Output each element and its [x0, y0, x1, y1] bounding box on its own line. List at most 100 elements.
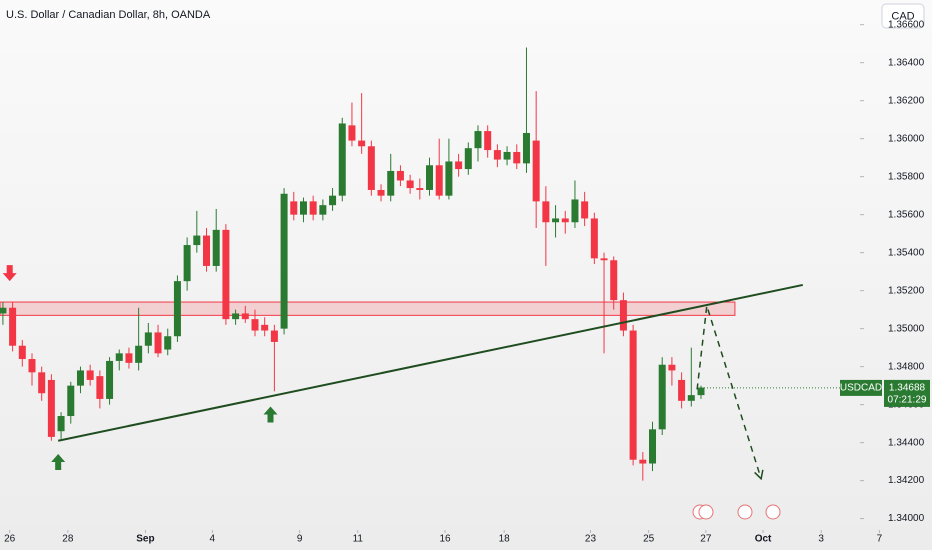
y-tick-label: 1.36600 — [888, 19, 925, 30]
candle-body — [338, 123, 346, 196]
candle-body — [600, 258, 608, 261]
candle-body — [329, 195, 337, 206]
candle-body — [687, 395, 695, 401]
candle-body — [0, 307, 7, 314]
signal-arrow — [51, 454, 66, 471]
resistance-zone — [0, 301, 736, 316]
candle-body — [532, 140, 540, 202]
forecast-arrowhead — [754, 469, 764, 481]
candle-body — [678, 379, 686, 401]
candle-body — [47, 379, 55, 437]
y-tick-label: 1.34400 — [888, 437, 925, 448]
candle-body — [639, 459, 647, 464]
candle-body — [455, 161, 463, 170]
candle-body — [561, 218, 569, 223]
candle-body — [203, 235, 211, 266]
candle-body — [144, 332, 152, 346]
y-tick-label: 1.35000 — [888, 323, 925, 334]
candle-body — [503, 151, 511, 160]
candle-body — [348, 125, 356, 141]
y-tick-label: 1.35400 — [888, 247, 925, 258]
price-label: 1.34688 — [889, 383, 926, 394]
event-icon[interactable] — [765, 504, 781, 520]
symbol-box — [840, 379, 882, 396]
y-tick-label: 1.36200 — [888, 95, 925, 106]
y-tick-label: 1.35800 — [888, 171, 925, 182]
candle-body — [280, 193, 288, 329]
candle-body — [57, 416, 65, 432]
candle-body — [396, 170, 404, 181]
candle-body — [241, 313, 249, 320]
x-tick-label: 7 — [877, 534, 883, 545]
candle-body — [464, 148, 472, 170]
candle-body — [522, 132, 530, 164]
candle-body — [668, 364, 676, 371]
y-tick-label: 1.36400 — [888, 57, 925, 68]
candle-body — [212, 229, 220, 266]
candle-body — [377, 189, 385, 196]
candle-body — [629, 330, 637, 460]
y-tick-label: 1.34000 — [888, 513, 925, 524]
candle-body — [649, 429, 657, 464]
candle-body — [426, 165, 434, 190]
candle-body — [106, 360, 114, 399]
x-tick-label: 23 — [585, 534, 597, 545]
chart-title: U.S. Dollar / Canadian Dollar, 8h, OANDA — [6, 9, 211, 21]
x-tick-label: Sep — [136, 534, 154, 545]
countdown-label: 07:21:29 — [888, 395, 927, 406]
event-icon[interactable] — [737, 504, 753, 520]
x-tick-label: 4 — [210, 534, 216, 545]
signal-arrow — [2, 265, 17, 282]
candle-body — [445, 161, 453, 196]
currency-label: CAD — [891, 10, 914, 22]
candle-body — [18, 345, 26, 360]
candle-body — [261, 324, 269, 331]
candle-body — [96, 376, 104, 399]
candle-body — [270, 330, 278, 342]
x-tick-label: 28 — [62, 534, 74, 545]
candle-body — [416, 188, 424, 190]
candle-body — [474, 131, 482, 149]
candle-body — [164, 336, 172, 350]
candle-body — [581, 201, 589, 219]
y-tick-label: 1.35600 — [888, 209, 925, 220]
symbol-label: USDCAD — [840, 383, 882, 394]
candle-body — [125, 353, 133, 363]
candle-body — [571, 199, 579, 223]
candle-body — [309, 201, 317, 215]
x-tick-label: 27 — [700, 534, 712, 545]
candle-body — [86, 370, 94, 380]
candle-body — [367, 146, 375, 190]
trendline — [57, 283, 804, 442]
candle-body — [619, 300, 627, 331]
candle-body — [590, 218, 598, 259]
candle-body — [358, 140, 366, 147]
x-tick-label: 11 — [353, 534, 364, 545]
candle-body — [38, 372, 46, 394]
y-tick-label: 1.34200 — [888, 475, 925, 486]
x-tick-label: 16 — [439, 534, 451, 545]
signal-arrow — [263, 406, 278, 423]
y-tick-label: 1.35200 — [888, 285, 925, 296]
y-tick-label: 1.36000 — [888, 133, 925, 144]
candle-body — [173, 281, 181, 337]
candle-body — [232, 313, 240, 320]
candle-body — [484, 131, 492, 151]
currency-button[interactable] — [881, 3, 925, 29]
candle-body — [9, 307, 17, 346]
candle-body — [135, 345, 143, 363]
candle-body — [513, 151, 521, 164]
candle-body — [67, 385, 75, 417]
x-tick-label: Oct — [755, 534, 772, 545]
candle-body — [658, 364, 666, 430]
candle-body — [115, 353, 123, 361]
event-icons — [692, 504, 781, 520]
candle-body — [610, 260, 618, 301]
candle-body — [319, 205, 327, 215]
price-box — [884, 379, 930, 407]
y-tick-label: 1.34800 — [888, 361, 925, 372]
event-icon[interactable] — [698, 504, 714, 520]
